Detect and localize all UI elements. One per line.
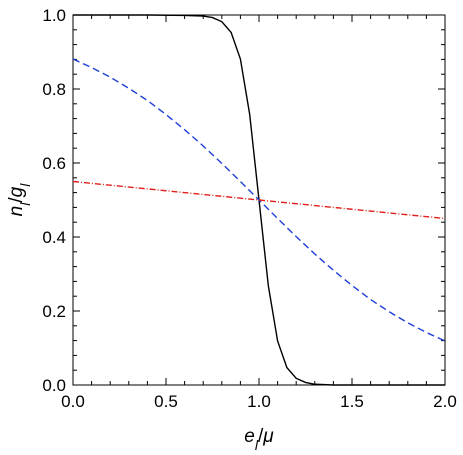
y-tick-label: 0.4: [42, 228, 66, 247]
x-axis-label: el/μ: [244, 426, 274, 453]
x-tick-label: 2.0: [433, 392, 457, 411]
tick-labels-group: 0.0 0.5 1.0 1.5 2.0 0.0 0.2 0.4 0.6 0.8 1.0: [42, 6, 456, 411]
y-tick-label: 0.8: [42, 80, 66, 99]
x-tick-label: 1.5: [340, 392, 364, 411]
y-tick-label: 0.2: [42, 302, 66, 321]
y-tick-label: 0.6: [42, 154, 66, 173]
curves-group: [72, 14, 446, 386]
series-line-3: [72, 180, 446, 220]
ticks-group: [72, 14, 446, 386]
y-tick-label: 0.0: [42, 376, 66, 395]
x-tick-label: 1.0: [247, 392, 271, 411]
x-tick-label: 0.5: [154, 392, 178, 411]
x-tick-label: 0.0: [61, 392, 85, 411]
y-axis-label: nl/gl: [6, 183, 33, 217]
series-line-2: [72, 58, 446, 342]
y-tick-label: 1.0: [42, 6, 66, 25]
